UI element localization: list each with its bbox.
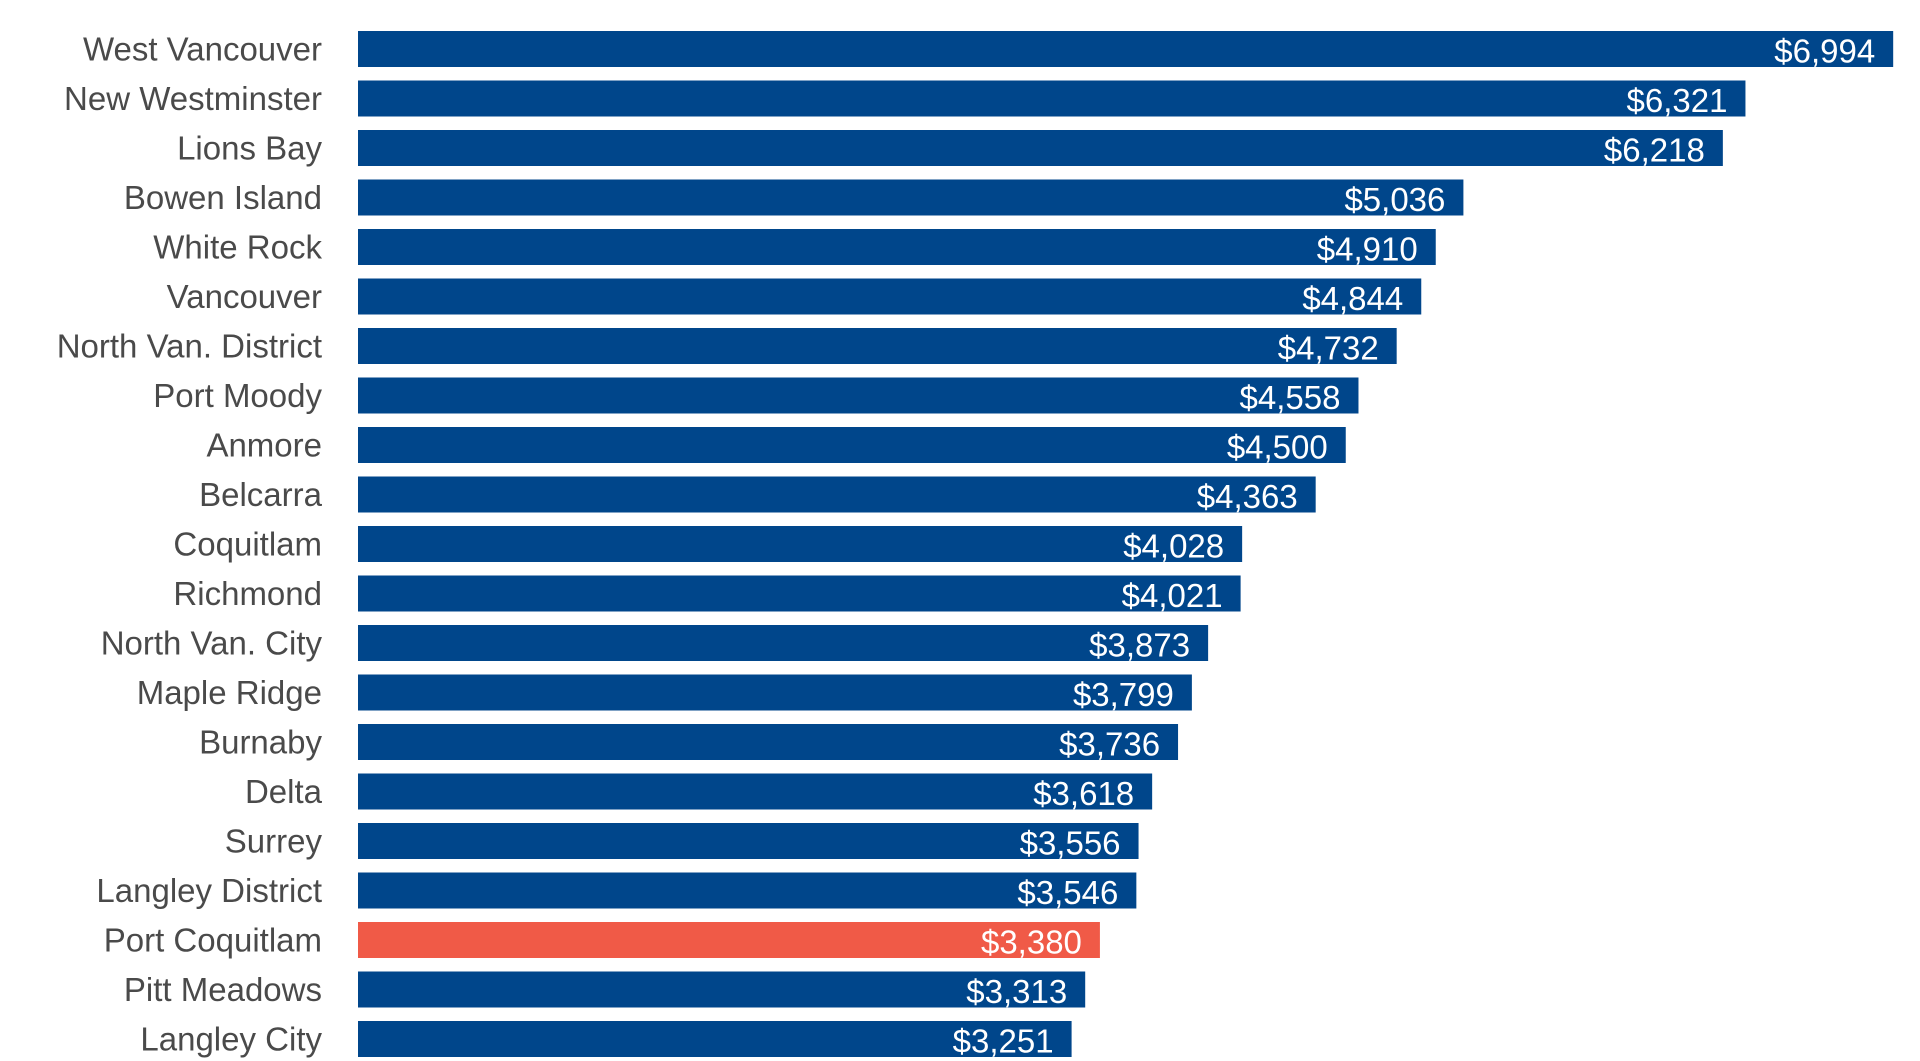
value-label-north-van-city: $3,873 xyxy=(1089,627,1190,664)
category-label-port-moody: Port Moody xyxy=(153,377,322,414)
bar-langley-district xyxy=(358,872,1137,909)
category-label-pitt-meadows: Pitt Meadows xyxy=(124,971,322,1008)
value-label-maple-ridge: $3,799 xyxy=(1073,676,1174,713)
value-label-north-van-district: $4,732 xyxy=(1278,330,1379,367)
bars-group xyxy=(358,31,1894,1057)
value-label-port-moody: $4,558 xyxy=(1240,379,1341,416)
bar-west-vancouver xyxy=(358,31,1894,67)
value-label-burnaby: $3,736 xyxy=(1059,726,1160,763)
value-label-anmore: $4,500 xyxy=(1227,429,1328,466)
category-label-north-van-city: North Van. City xyxy=(101,625,323,662)
value-label-pitt-meadows: $3,313 xyxy=(966,973,1067,1010)
value-label-coquitlam: $4,028 xyxy=(1123,528,1224,565)
value-label-langley-district: $3,546 xyxy=(1017,874,1118,911)
bar-belcarra xyxy=(358,476,1316,513)
bar-lions-bay xyxy=(358,130,1723,166)
value-label-belcarra: $4,363 xyxy=(1197,478,1298,515)
value-label-surrey: $3,556 xyxy=(1020,825,1121,862)
value-label-delta: $3,618 xyxy=(1033,775,1134,812)
bar-surrey xyxy=(358,823,1139,859)
category-label-anmore: Anmore xyxy=(206,427,322,464)
value-label-vancouver: $4,844 xyxy=(1302,280,1403,317)
category-label-coquitlam: Coquitlam xyxy=(173,526,322,563)
value-label-richmond: $4,021 xyxy=(1122,577,1223,614)
bar-anmore xyxy=(358,427,1346,463)
value-label-white-rock: $4,910 xyxy=(1317,231,1418,268)
bar-port-moody xyxy=(358,377,1359,414)
bar-pitt-meadows xyxy=(358,971,1086,1008)
bar-bowen-island xyxy=(358,179,1464,216)
category-label-west-vancouver: West Vancouver xyxy=(83,31,322,68)
category-label-white-rock: White Rock xyxy=(153,229,322,266)
category-label-burnaby: Burnaby xyxy=(199,724,322,761)
bar-vancouver xyxy=(358,278,1422,315)
bar-north-van-district xyxy=(358,328,1397,364)
category-label-richmond: Richmond xyxy=(173,575,322,612)
bar-delta xyxy=(358,773,1153,810)
bar-port-coquitlam xyxy=(358,922,1100,958)
category-label-belcarra: Belcarra xyxy=(199,476,323,513)
value-label-port-coquitlam: $3,380 xyxy=(981,924,1082,961)
category-label-vancouver: Vancouver xyxy=(167,278,322,315)
bar-white-rock xyxy=(358,229,1436,265)
category-label-surrey: Surrey xyxy=(225,823,323,860)
bar-burnaby xyxy=(358,724,1179,760)
category-label-port-coquitlam: Port Coquitlam xyxy=(104,922,322,959)
value-label-lions-bay: $6,218 xyxy=(1604,132,1705,169)
bar-maple-ridge xyxy=(358,674,1192,711)
category-labels-group: West Vancouver New Westminster Lions Bay Bo… xyxy=(57,31,323,1058)
category-label-langley-city: Langley City xyxy=(140,1021,322,1058)
value-label-langley-city: $3,251 xyxy=(953,1023,1054,1060)
value-labels-group: $6,994 $6,321 $6,218 $5,036 $4,910 $4,844 $4,7… xyxy=(953,33,1876,1060)
value-label-new-westminster: $6,321 xyxy=(1627,82,1728,119)
category-label-langley-district: Langley District xyxy=(96,872,322,909)
bar-richmond xyxy=(358,575,1241,612)
bar-new-westminster xyxy=(358,80,1746,117)
value-label-bowen-island: $5,036 xyxy=(1344,181,1445,218)
category-label-new-westminster: New Westminster xyxy=(64,80,322,117)
category-label-bowen-island: Bowen Island xyxy=(124,179,322,216)
category-label-lions-bay: Lions Bay xyxy=(177,130,322,167)
value-label-west-vancouver: $6,994 xyxy=(1774,33,1875,70)
bar-langley-city xyxy=(358,1021,1072,1057)
category-label-delta: Delta xyxy=(245,773,323,810)
category-label-north-van-district: North Van. District xyxy=(57,328,322,365)
bar-coquitlam xyxy=(358,526,1243,562)
bar-north-van-city xyxy=(358,625,1209,661)
category-label-maple-ridge: Maple Ridge xyxy=(137,674,322,711)
